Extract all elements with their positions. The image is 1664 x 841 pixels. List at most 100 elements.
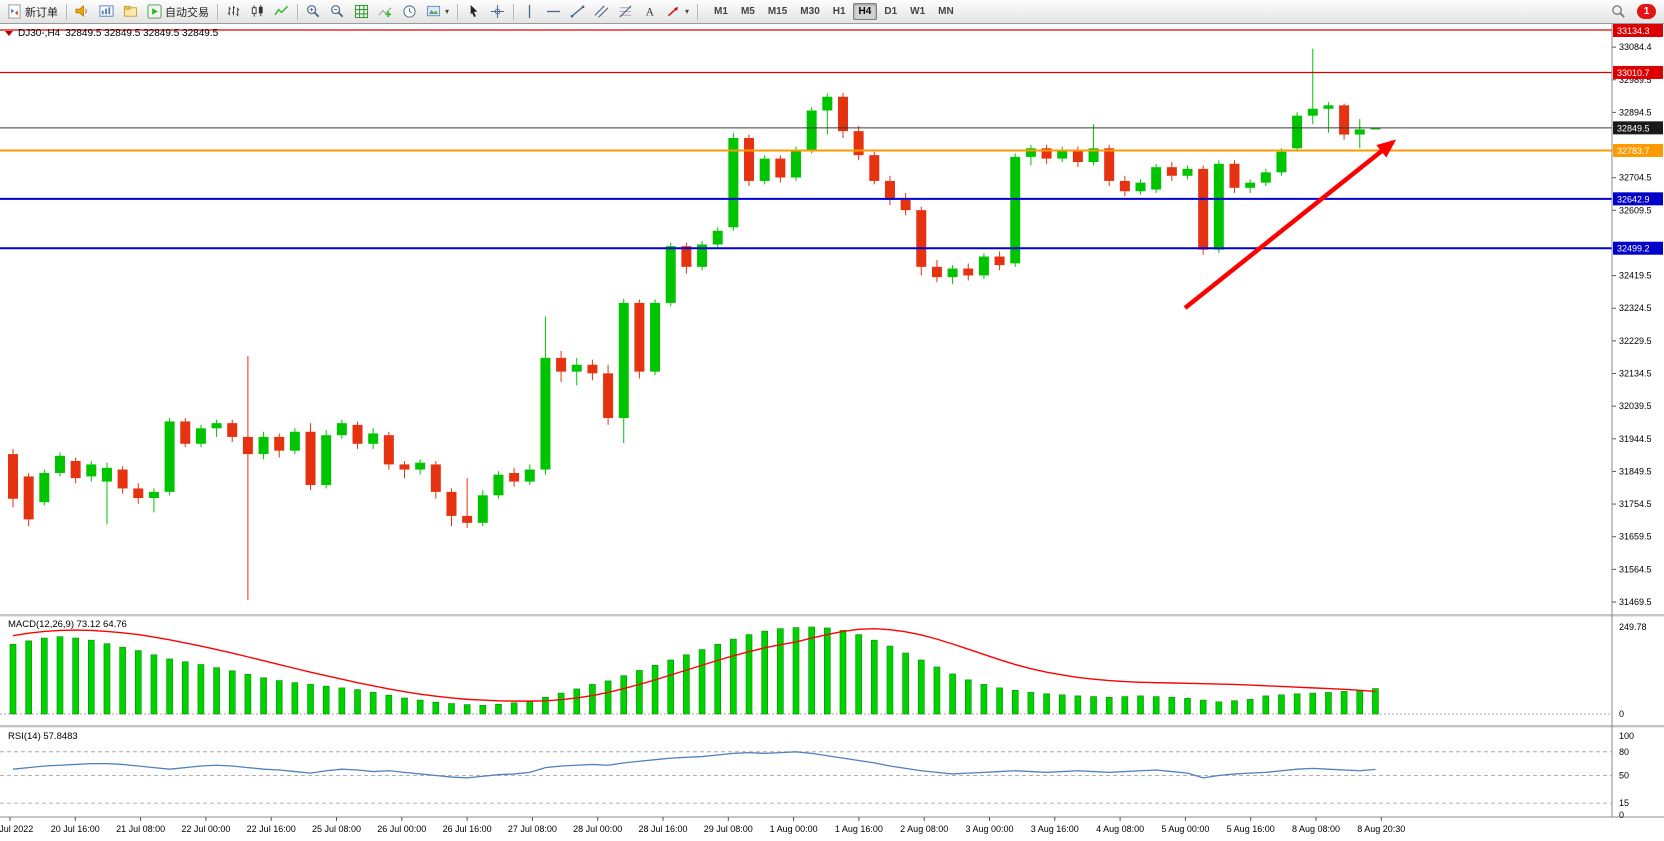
market-watch-button[interactable] bbox=[95, 2, 118, 21]
toolbar-separator bbox=[697, 3, 699, 20]
periods-button[interactable] bbox=[398, 2, 421, 21]
toolbar-separator bbox=[513, 3, 515, 20]
horizontal-level-lines[interactable] bbox=[0, 29, 1612, 250]
tf-m5-button[interactable]: M5 bbox=[735, 3, 761, 20]
trend-arrow[interactable] bbox=[1183, 139, 1397, 310]
autotrading-button[interactable]: 自动交易 bbox=[143, 2, 213, 21]
profiles-button[interactable] bbox=[119, 2, 142, 21]
rsi-indicator-label: RSI(14) 57.8483 bbox=[8, 731, 78, 742]
new-order-button[interactable]: 新订单 bbox=[3, 2, 62, 21]
fibonacci-tool-button[interactable] bbox=[614, 2, 637, 21]
trendline-tool-button[interactable] bbox=[566, 2, 589, 21]
svg-text:249.78: 249.78 bbox=[1619, 622, 1647, 632]
add-indicator-icon bbox=[378, 7, 392, 18]
svg-text:32894.5: 32894.5 bbox=[1619, 107, 1652, 117]
trendline-icon bbox=[570, 5, 585, 18]
price-axis: 33084.4 32989.5 32894.5 32704.5 32609.5 32419… bbox=[1612, 42, 1652, 607]
bar-chart-mode-button[interactable] bbox=[222, 2, 245, 21]
svg-text:A: A bbox=[646, 7, 655, 19]
notification-badge[interactable]: 1 bbox=[1637, 4, 1656, 19]
svg-text:8 Aug 08:00: 8 Aug 08:00 bbox=[1292, 824, 1340, 834]
cursor-icon bbox=[470, 4, 478, 18]
svg-text:2 Aug 08:00: 2 Aug 08:00 bbox=[900, 824, 948, 834]
timeframe-toolbar: M1 M5 M15 M30 H1 H4 D1 W1 MN bbox=[708, 3, 960, 20]
svg-text:31469.5: 31469.5 bbox=[1619, 597, 1652, 607]
macd-label-text: MACD(12,26,9) 73.12 64.76 bbox=[8, 619, 127, 630]
zoom-in-button[interactable] bbox=[302, 2, 325, 21]
new-order-label: 新订单 bbox=[25, 6, 58, 19]
rsi-axis: 100 80 50 15 0 bbox=[1619, 731, 1634, 820]
svg-text:32783.7: 32783.7 bbox=[1617, 146, 1650, 156]
svg-text:5 Aug 00:00: 5 Aug 00:00 bbox=[1161, 824, 1209, 834]
svg-text:32324.5: 32324.5 bbox=[1619, 303, 1652, 313]
tf-m15-button[interactable]: M15 bbox=[762, 3, 793, 20]
time-axis[interactable]: 20 Jul 2022 20 Jul 16:00 21 Jul 08:00 22 Ju… bbox=[0, 817, 1405, 834]
crosshair-icon bbox=[490, 4, 505, 19]
text-tool-icon: A bbox=[646, 7, 655, 19]
price-chart[interactable]: 33084.4 32989.5 32894.5 32704.5 32609.5 32419… bbox=[0, 24, 1664, 841]
macd-signal-line bbox=[12, 627, 1376, 702]
svg-text:3 Aug 00:00: 3 Aug 00:00 bbox=[965, 824, 1013, 834]
tf-m30-button[interactable]: M30 bbox=[794, 3, 825, 20]
arrows-tool-button[interactable]: ▾ bbox=[662, 2, 693, 21]
fibonacci-icon bbox=[619, 5, 632, 18]
search-button[interactable] bbox=[1607, 2, 1630, 21]
clock-icon bbox=[403, 5, 416, 18]
toolbar-right-group: 1 bbox=[1607, 2, 1661, 21]
svg-text:33084.4: 33084.4 bbox=[1619, 42, 1652, 52]
tf-m1-button[interactable]: M1 bbox=[708, 3, 734, 20]
dropdown-caret-icon: ▾ bbox=[445, 7, 450, 16]
cursor-tool-button[interactable] bbox=[462, 2, 485, 21]
grid-button[interactable] bbox=[350, 2, 373, 21]
tf-w1-button[interactable]: W1 bbox=[904, 3, 931, 20]
vertical-line-tool-button[interactable] bbox=[518, 2, 541, 21]
chart-area: 33084.4 32989.5 32894.5 32704.5 32609.5 32419… bbox=[0, 24, 1664, 841]
svg-text:33010.7: 33010.7 bbox=[1617, 68, 1650, 78]
svg-text:31754.5: 31754.5 bbox=[1619, 499, 1652, 509]
svg-text:8 Aug 20:30: 8 Aug 20:30 bbox=[1357, 824, 1405, 834]
speaker-icon bbox=[75, 5, 87, 18]
arrow-tool-icon bbox=[667, 7, 679, 17]
svg-text:32229.5: 32229.5 bbox=[1619, 336, 1652, 346]
tf-h1-button[interactable]: H1 bbox=[827, 3, 852, 20]
horizontal-line-tool-button[interactable] bbox=[542, 2, 565, 21]
svg-text:26 Jul 00:00: 26 Jul 00:00 bbox=[377, 824, 426, 834]
new-order-icon bbox=[8, 4, 21, 19]
svg-text:21 Jul 08:00: 21 Jul 08:00 bbox=[116, 824, 165, 834]
text-tool-button[interactable]: A bbox=[638, 2, 661, 21]
templates-button[interactable]: ▾ bbox=[422, 2, 453, 21]
tf-d1-button[interactable]: D1 bbox=[878, 3, 903, 20]
macd-axis: 249.78 0 bbox=[1619, 622, 1647, 719]
template-icon bbox=[426, 5, 441, 17]
zoom-out-button[interactable] bbox=[326, 2, 349, 21]
svg-text:26 Jul 16:00: 26 Jul 16:00 bbox=[443, 824, 492, 834]
svg-text:20 Jul 2022: 20 Jul 2022 bbox=[0, 824, 33, 834]
tf-h4-button[interactable]: H4 bbox=[852, 3, 878, 20]
svg-text:31659.5: 31659.5 bbox=[1619, 532, 1652, 542]
rsi-line bbox=[12, 751, 1376, 779]
symbol-marker-icon[interactable] bbox=[5, 31, 13, 36]
tf-mn-button[interactable]: MN bbox=[932, 3, 960, 20]
indicators-button[interactable] bbox=[374, 2, 397, 21]
svg-text:31564.5: 31564.5 bbox=[1619, 564, 1652, 574]
zoom-in-icon bbox=[307, 5, 320, 18]
chart-header: DJ30-,H4 32849.5 32849.5 32849.5 32849.5 bbox=[5, 28, 218, 39]
candlestick-mode-button[interactable] bbox=[246, 2, 269, 21]
svg-text:20 Jul 16:00: 20 Jul 16:00 bbox=[51, 824, 100, 834]
svg-text:22 Jul 16:00: 22 Jul 16:00 bbox=[247, 824, 296, 834]
symbol-period-label: DJ30-,H4 bbox=[18, 28, 61, 39]
toolbar-separator bbox=[457, 3, 459, 20]
alerts-button[interactable] bbox=[71, 2, 94, 21]
svg-text:1 Aug 00:00: 1 Aug 00:00 bbox=[770, 824, 818, 834]
svg-text:32642.9: 32642.9 bbox=[1617, 194, 1650, 204]
channel-tool-button[interactable] bbox=[590, 2, 613, 21]
autotrading-label: 自动交易 bbox=[165, 6, 209, 19]
svg-text:3 Aug 16:00: 3 Aug 16:00 bbox=[1031, 824, 1079, 834]
svg-text:50: 50 bbox=[1619, 771, 1629, 781]
svg-text:80: 80 bbox=[1619, 747, 1629, 757]
crosshair-tool-button[interactable] bbox=[486, 2, 509, 21]
line-chart-mode-button[interactable] bbox=[270, 2, 293, 21]
ohlc-values: 32849.5 32849.5 32849.5 32849.5 bbox=[65, 28, 219, 39]
candles-layer bbox=[8, 48, 1381, 601]
